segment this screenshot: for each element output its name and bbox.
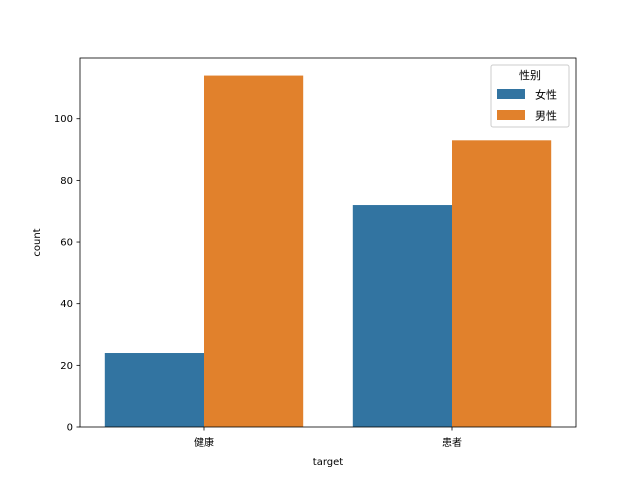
x-axis-ticks: 健康 患者 [194, 427, 462, 449]
axes-frame [79, 57, 577, 428]
y-tick-label: 60 [60, 238, 73, 249]
y-tick-label: 80 [60, 176, 73, 187]
bars-group [104, 75, 552, 428]
legend-swatch [497, 110, 525, 120]
x-tick-label: 健康 [194, 436, 214, 449]
y-tick-label: 40 [60, 299, 73, 310]
y-tick-label: 100 [54, 114, 73, 125]
y-tick-label: 20 [60, 361, 73, 372]
x-tick-label: 患者 [442, 437, 462, 449]
y-axis-label: count [32, 228, 43, 256]
legend-label: 男性 [535, 109, 557, 123]
bar [204, 75, 304, 428]
legend-label: 女性 [535, 88, 557, 102]
y-tick-label: 0 [67, 423, 73, 434]
legend-title: 性别 [519, 68, 541, 82]
bar [452, 140, 552, 427]
bar [104, 353, 204, 427]
y-axis-ticks: 0 20 40 60 80 100 [54, 114, 80, 434]
x-axis-label: target [313, 457, 343, 468]
bar [352, 205, 452, 427]
legend-swatch [497, 89, 525, 99]
